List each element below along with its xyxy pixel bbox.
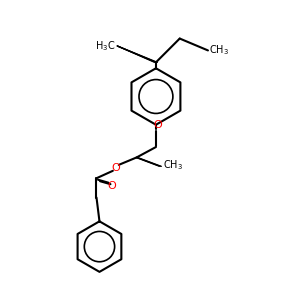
Text: O: O: [111, 163, 120, 173]
Text: CH$_3$: CH$_3$: [164, 158, 183, 172]
Text: CH$_3$: CH$_3$: [209, 44, 230, 57]
Text: O: O: [107, 181, 116, 191]
Text: H$_3$C: H$_3$C: [95, 39, 116, 53]
Text: O: O: [153, 120, 162, 130]
